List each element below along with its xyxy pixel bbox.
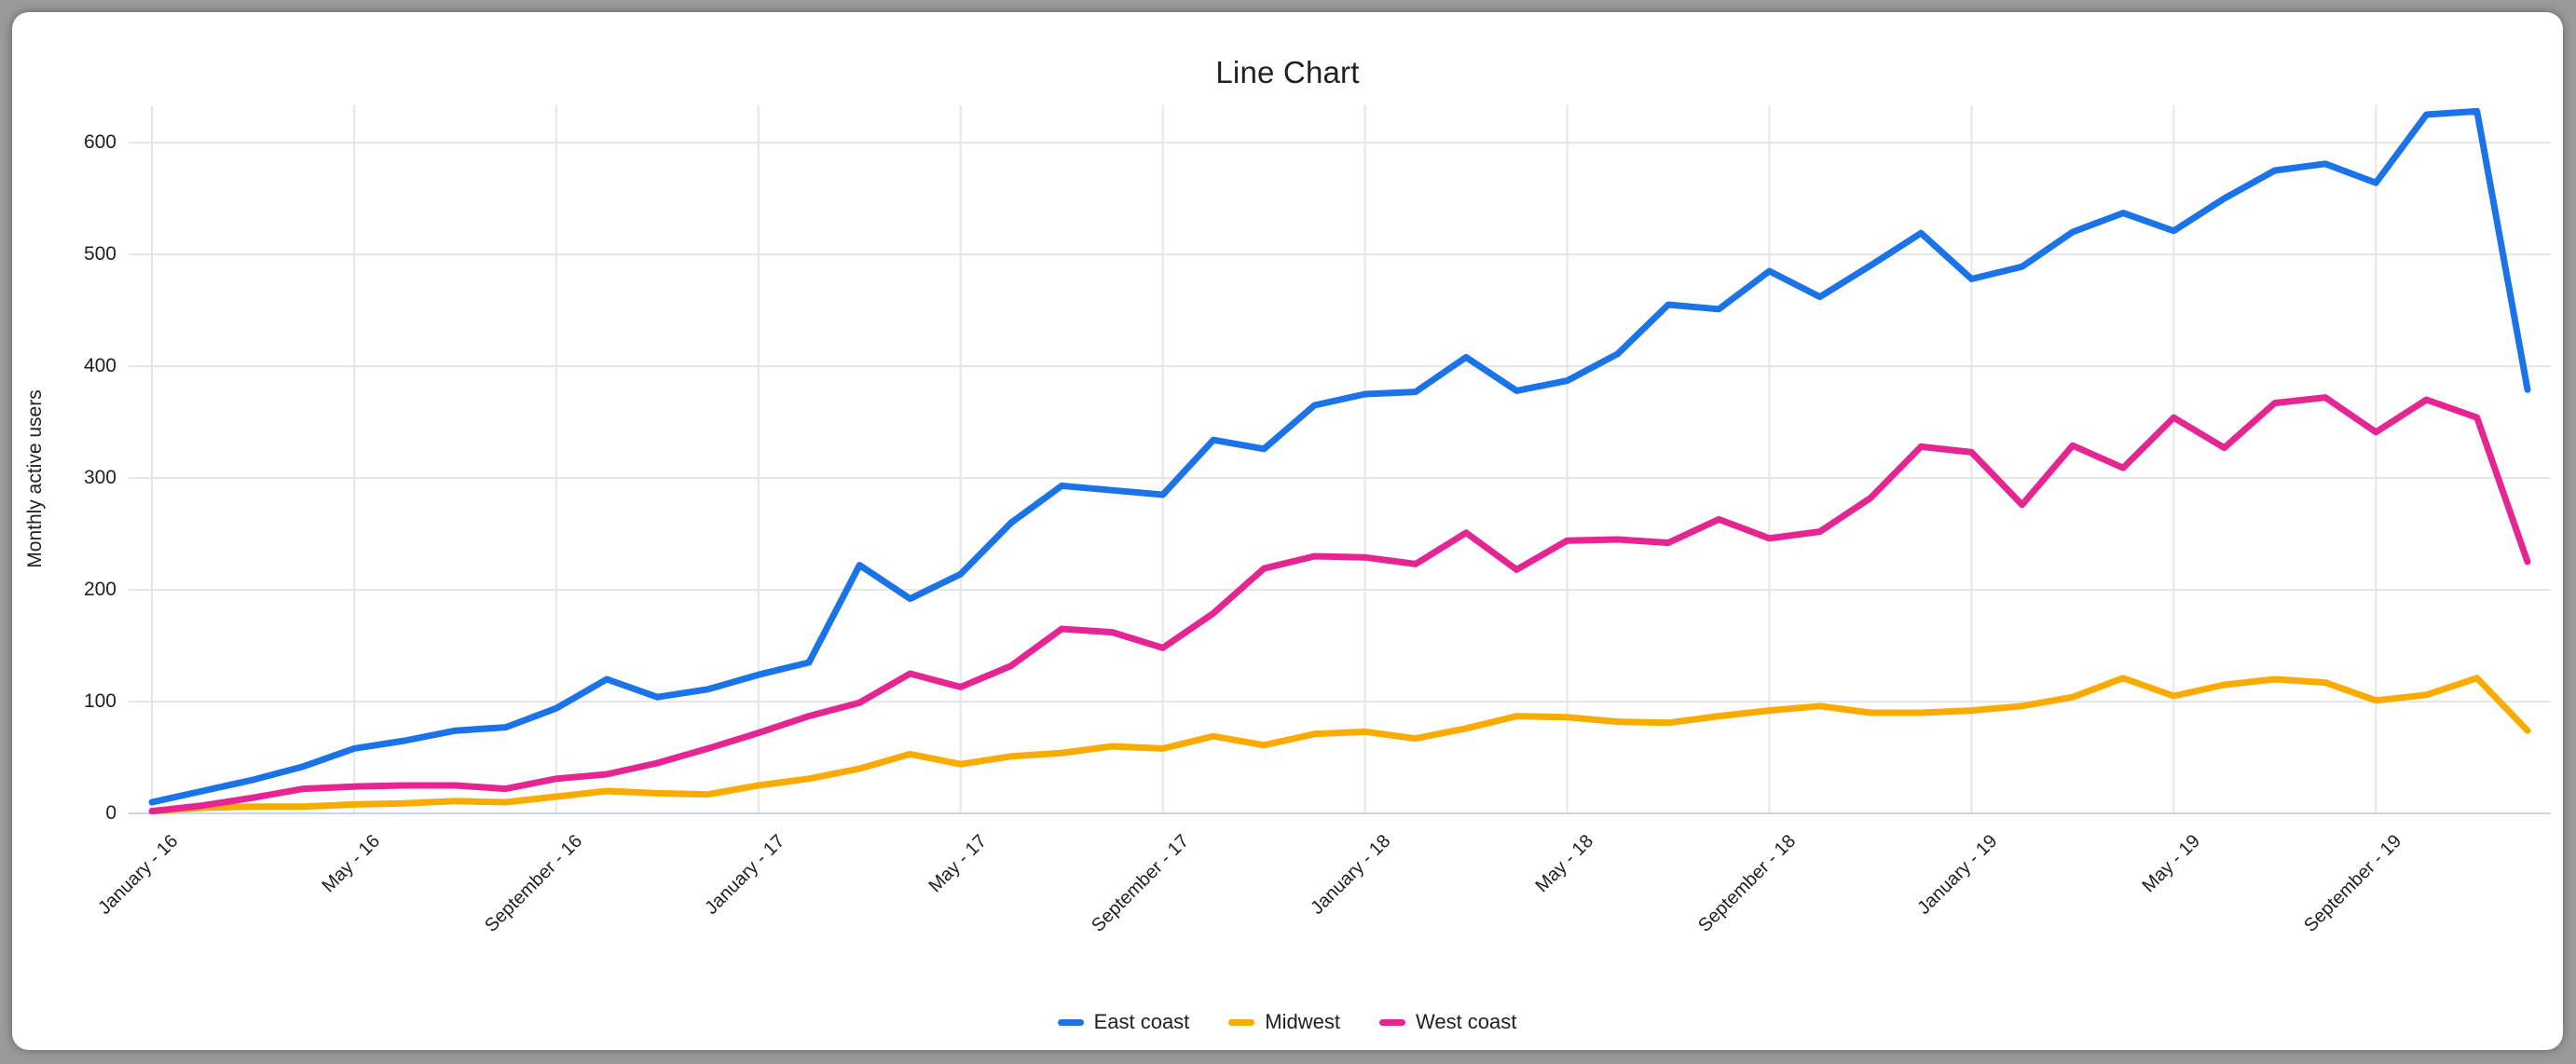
legend-item-midwest: Midwest <box>1228 1010 1340 1034</box>
legend-label: East coast <box>1093 1010 1190 1033</box>
chart-title: Line Chart <box>1215 55 1360 89</box>
y-tick-label: 0 <box>105 802 116 824</box>
y-tick-label: 300 <box>83 467 116 488</box>
series-line-midwest <box>148 675 2531 815</box>
legend-swatch-icon <box>1228 1018 1255 1026</box>
legend-label: Midwest <box>1265 1010 1340 1033</box>
y-tick-label: 500 <box>83 243 116 265</box>
legend-item-west-coast: West coast <box>1378 1010 1517 1034</box>
chart-card: Line Chart Monthly active users 0 100 200 3… <box>12 12 2563 1050</box>
series-line-west-coast <box>148 394 2531 815</box>
legend-swatch-icon <box>1378 1018 1405 1026</box>
y-tick-label: 400 <box>83 355 116 376</box>
legend-item-east-coast: East coast <box>1057 1010 1190 1034</box>
y-tick-label: 100 <box>83 690 116 712</box>
legend-swatch-icon <box>1057 1018 1084 1026</box>
line-chart-plot <box>129 105 2551 815</box>
chart-legend: East coast Midwest West coast <box>24 1005 2550 1039</box>
y-tick-label: 200 <box>83 579 116 600</box>
series-line-east-coast <box>148 107 2531 806</box>
y-tick-label: 600 <box>83 131 116 153</box>
legend-label: West coast <box>1415 1010 1517 1033</box>
